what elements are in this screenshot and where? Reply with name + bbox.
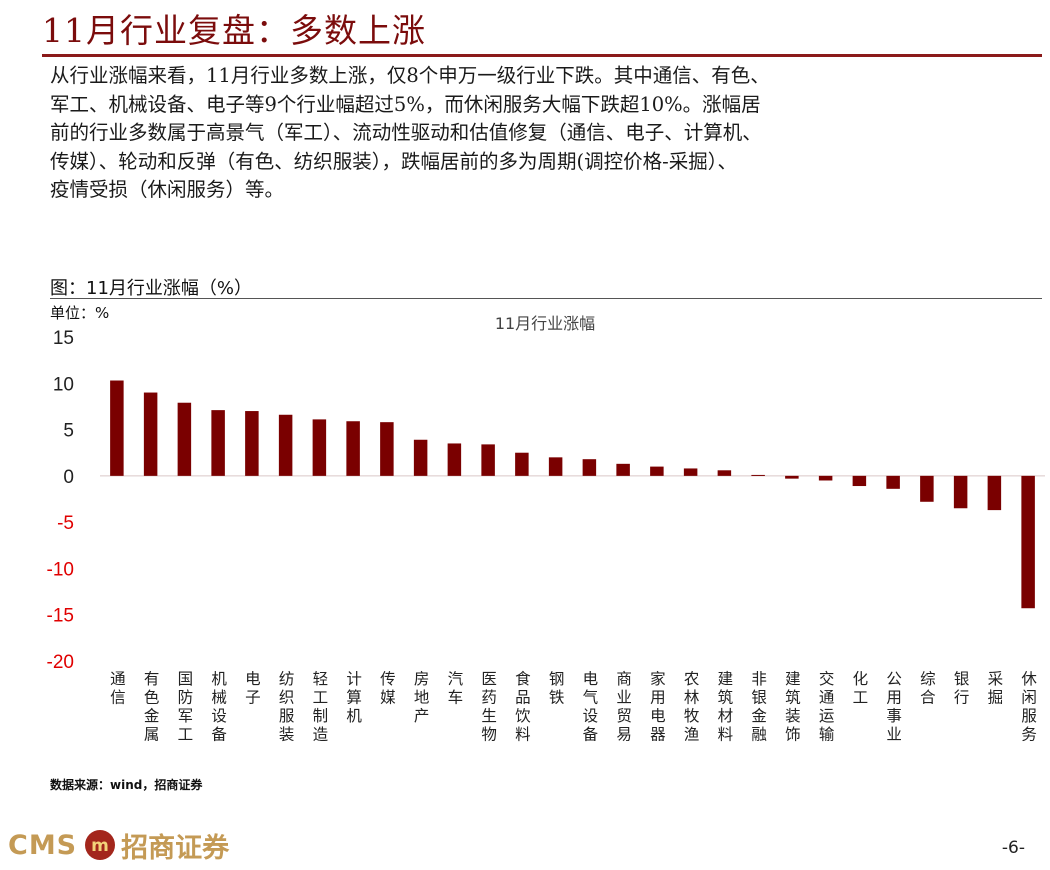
x-category-label: 家用电器 xyxy=(650,670,666,744)
y-tick-label: -15 xyxy=(47,606,74,627)
chart-title: 11月行业涨幅 xyxy=(495,314,595,333)
x-category-label: 银行 xyxy=(954,670,970,707)
bar-国防军工 xyxy=(177,402,192,476)
x-category-label: 医药生物 xyxy=(481,670,497,744)
bar-农林牧渔 xyxy=(683,468,698,476)
x-category-label: 电子 xyxy=(245,670,261,707)
x-category-label: 非银金融 xyxy=(751,670,767,744)
x-category-label: 通信 xyxy=(110,670,126,707)
x-category-label: 化工 xyxy=(853,670,869,707)
bar-房地产 xyxy=(413,439,428,476)
company-name: 招商证券 xyxy=(121,832,230,864)
x-category-label: 轻工制造 xyxy=(313,670,329,744)
bar-家用电器 xyxy=(650,466,664,476)
x-category-label: 公用事业 xyxy=(886,670,902,744)
x-category-label: 建筑材料 xyxy=(718,670,734,744)
x-category-label: 食品饮料 xyxy=(515,670,531,744)
y-tick-label: 15 xyxy=(53,328,74,349)
bar-电气设备 xyxy=(582,459,597,476)
logo-cms-text: CMS xyxy=(8,829,78,861)
x-category-label: 汽车 xyxy=(448,670,464,707)
page-title: 11月行业复盘：多数上涨 xyxy=(42,11,426,50)
x-category-label: 钢铁 xyxy=(549,670,565,707)
bar-建筑装饰 xyxy=(785,475,799,479)
industry-return-chart: 11月行业涨幅 15 10 5 0 -5 -10 -15 -20 通信 有色金属 国防军工 机械设备 电… xyxy=(47,314,1045,744)
x-category-label: 商业贸易 xyxy=(616,670,632,744)
bar-计算机 xyxy=(346,421,360,476)
logo-badge-text: m xyxy=(91,836,109,856)
bar-公用事业 xyxy=(886,475,900,489)
summary-line: 从行业涨幅来看，11月行业多数上涨，仅8个申万一级行业下跌。其中通信、有色、 xyxy=(50,64,770,87)
summary-line: 军工、机械设备、电子等9个行业幅超过5%，而休闲服务大幅下跌超10%。涨幅居 xyxy=(50,92,761,116)
x-category-label: 房地产 xyxy=(414,670,430,725)
x-category-label: 休闲服务 xyxy=(1021,670,1037,744)
title-underline xyxy=(42,54,1042,57)
y-tick-label: -5 xyxy=(57,513,74,534)
bar-轻工制造 xyxy=(312,419,327,476)
bar-采掘 xyxy=(987,475,1002,511)
summary-line: 前的行业多数属于高景气（军工）、流动性驱动和估值修复（通信、电子、计算机、 xyxy=(50,121,762,144)
bar-食品饮料 xyxy=(515,452,529,476)
x-category-label: 交通运输 xyxy=(819,670,835,744)
bar-钢铁 xyxy=(548,457,563,476)
x-category-label: 建筑装饰 xyxy=(785,670,801,744)
company-logo: CMS m 招商证券 xyxy=(8,827,230,864)
bar-医药生物 xyxy=(481,444,495,476)
x-category-label: 农林牧渔 xyxy=(684,670,700,744)
bar-汽车 xyxy=(447,443,462,476)
y-tick-label: -20 xyxy=(47,652,74,673)
x-category-label: 计算机 xyxy=(346,670,362,725)
x-category-label: 综合 xyxy=(920,670,936,707)
x-category-label: 国防军工 xyxy=(178,670,194,744)
bar-非银金融 xyxy=(751,474,765,476)
summary-paragraph: 从行业涨幅来看，11月行业多数上涨，仅8个申万一级行业下跌。其中通信、有色、 军… xyxy=(50,62,1045,205)
summary-line: 疫情受损（休闲服务）等。 xyxy=(50,178,285,201)
y-tick-label: 0 xyxy=(63,467,74,488)
x-category-label: 采掘 xyxy=(988,670,1004,707)
y-tick-label: 10 xyxy=(53,374,74,395)
bar-传媒 xyxy=(380,422,394,476)
bar-交通运输 xyxy=(818,475,833,481)
summary-line: 传媒）、轮动和反弹（有色、纺织服装），跌幅居前的多为周期(调控价格-采掘）、 xyxy=(50,149,737,173)
x-category-label: 有色金属 xyxy=(144,670,160,744)
bar-有色金属 xyxy=(143,392,158,476)
bar-机械设备 xyxy=(211,410,225,476)
bar-商业贸易 xyxy=(616,463,630,476)
bar-综合 xyxy=(920,475,934,502)
bar-建筑材料 xyxy=(717,470,732,476)
bar-银行 xyxy=(953,475,968,509)
y-tick-label: -10 xyxy=(47,559,74,580)
bar-休闲服务 xyxy=(1021,475,1035,609)
x-category-label: 传媒 xyxy=(380,670,396,707)
page-number: -6- xyxy=(1001,838,1025,858)
figure-caption: 图：11月行业涨幅（%） xyxy=(50,278,253,299)
x-category-label: 机械设备 xyxy=(211,670,227,744)
bar-电子 xyxy=(245,411,259,476)
x-category-label: 电气设备 xyxy=(583,670,599,744)
figure-divider xyxy=(50,298,1042,299)
bar-化工 xyxy=(852,475,867,487)
bar-通信 xyxy=(110,380,124,476)
unit-label: 单位：% xyxy=(50,304,110,322)
x-category-label: 纺织服装 xyxy=(279,670,295,744)
y-tick-label: 5 xyxy=(63,421,74,442)
logo-badge-icon: m xyxy=(85,830,116,860)
data-source: 数据来源：wind，招商证券 xyxy=(50,778,203,792)
bar-纺织服装 xyxy=(278,414,293,476)
